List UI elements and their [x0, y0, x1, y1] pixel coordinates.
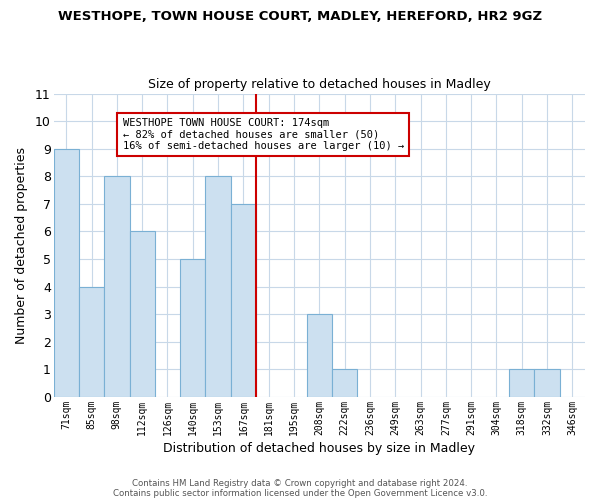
Bar — [307, 314, 332, 397]
Text: Contains HM Land Registry data © Crown copyright and database right 2024.: Contains HM Land Registry data © Crown c… — [132, 478, 468, 488]
Text: WESTHOPE, TOWN HOUSE COURT, MADLEY, HEREFORD, HR2 9GZ: WESTHOPE, TOWN HOUSE COURT, MADLEY, HERE… — [58, 10, 542, 23]
Bar — [509, 370, 535, 397]
Bar — [53, 148, 79, 397]
Bar — [104, 176, 130, 397]
Text: WESTHOPE TOWN HOUSE COURT: 174sqm
← 82% of detached houses are smaller (50)
16% : WESTHOPE TOWN HOUSE COURT: 174sqm ← 82% … — [122, 118, 404, 151]
Bar — [180, 259, 205, 397]
Bar — [130, 232, 155, 397]
Bar — [79, 286, 104, 397]
Bar — [231, 204, 256, 397]
Bar — [205, 176, 231, 397]
Bar — [535, 370, 560, 397]
Bar — [332, 370, 357, 397]
Text: Contains public sector information licensed under the Open Government Licence v3: Contains public sector information licen… — [113, 488, 487, 498]
Y-axis label: Number of detached properties: Number of detached properties — [15, 147, 28, 344]
Title: Size of property relative to detached houses in Madley: Size of property relative to detached ho… — [148, 78, 491, 91]
X-axis label: Distribution of detached houses by size in Madley: Distribution of detached houses by size … — [163, 442, 475, 455]
